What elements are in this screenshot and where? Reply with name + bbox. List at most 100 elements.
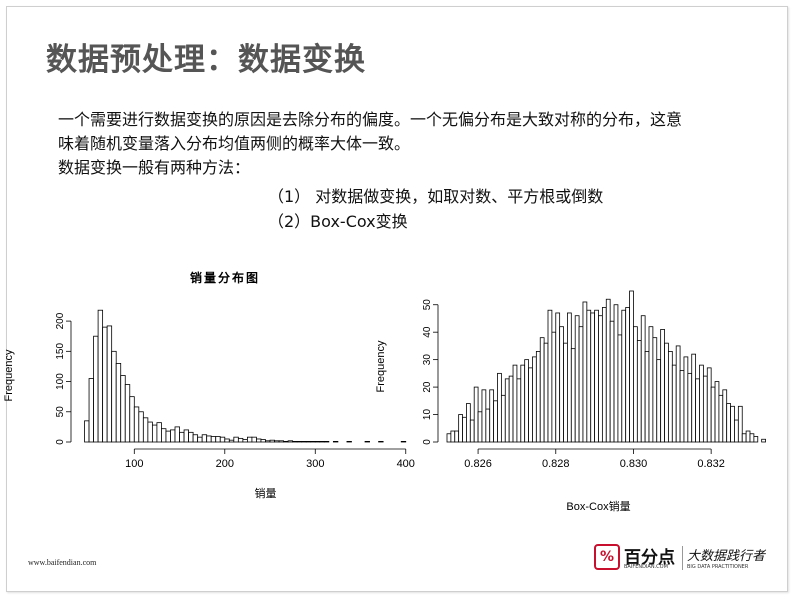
paragraph-line-2: 味着随机变量落入分布均值两侧的概率大体一致。	[58, 134, 411, 153]
histogram-bar	[555, 312, 561, 443]
paragraph-line-3: 数据变换一般有两种方法：	[58, 158, 251, 177]
logo-divider	[682, 546, 683, 570]
histogram-bar	[142, 417, 149, 443]
y-tick-label: 200	[55, 312, 66, 329]
x-tick-label: 0.828	[542, 458, 570, 470]
histogram-bar	[489, 389, 495, 443]
histogram-bar	[528, 367, 533, 443]
histogram-bar	[161, 428, 167, 443]
histogram-bar	[179, 431, 185, 443]
histogram-bar	[512, 364, 518, 443]
histogram-bar	[274, 440, 280, 443]
histogram-bar	[469, 419, 475, 443]
x-tick-label: 0.832	[697, 458, 725, 470]
histogram-bar	[726, 403, 731, 443]
histogram-bar	[629, 290, 634, 443]
histogram-bar	[88, 378, 94, 443]
method-item-2: （2）Box-Cox变换	[268, 212, 408, 231]
histogram-bar	[664, 342, 669, 443]
histogram-bar	[462, 416, 467, 443]
histogram-bar	[675, 345, 681, 443]
histogram-bar	[473, 386, 479, 443]
histogram-bar	[296, 440, 303, 443]
histogram-bar	[699, 364, 704, 443]
histogram-bar	[93, 335, 99, 443]
paragraph-line-1: 一个需要进行数据变换的原因是去除分布的偏度。一个无偏分布是大致对称的分布，这意	[58, 110, 683, 129]
histogram-bar	[633, 326, 638, 443]
histogram-bar	[609, 320, 615, 443]
histogram-bar	[535, 351, 541, 443]
histogram-bar	[532, 356, 537, 443]
slide-frame	[6, 6, 788, 592]
histogram-bar	[111, 350, 117, 443]
histogram-bar	[400, 440, 407, 443]
histogram-bar	[466, 403, 471, 443]
histogram-bar	[710, 386, 716, 443]
x-tick-label: 0.830	[620, 458, 648, 470]
histogram-bar	[147, 421, 153, 443]
histogram-bar	[722, 389, 728, 443]
histogram-bar	[332, 440, 339, 443]
histogram-bar	[292, 440, 298, 443]
histogram-bar	[516, 378, 522, 443]
histogram-bar	[539, 337, 545, 443]
histogram-bar	[737, 405, 743, 443]
histogram-bar	[265, 440, 271, 443]
y-tick-label: 0	[422, 439, 433, 445]
histogram-bar	[741, 433, 747, 443]
sales-histogram: 100 200 300 400 0 50 100 150 200 销量 Frequency 销量分布图	[3, 270, 415, 500]
histogram-bar	[734, 419, 739, 443]
histogram-bar	[197, 436, 203, 443]
histogram-bar	[714, 381, 720, 443]
histogram-bar	[228, 439, 235, 443]
histogram-bar	[574, 315, 580, 443]
histogram-bar	[671, 364, 677, 443]
histogram-bar	[278, 440, 284, 443]
histogram-bar	[206, 435, 212, 443]
histogram-bar	[477, 411, 483, 443]
histogram-bar	[648, 326, 654, 443]
y-tick-label: 50	[55, 406, 66, 418]
y-tick-label: 50	[422, 299, 433, 311]
histogram-bar	[84, 420, 90, 443]
histogram-bar	[524, 359, 529, 443]
y-axis-label: Frequency	[3, 349, 15, 401]
histogram-bar	[305, 440, 312, 443]
y-tick-label: 0	[55, 439, 66, 445]
histogram-bar	[133, 406, 140, 443]
histogram-bar	[446, 433, 452, 443]
histogram-bar	[106, 325, 113, 443]
histogram-bar	[485, 408, 491, 443]
histogram-bar	[319, 440, 325, 443]
y-tick-label: 100	[55, 373, 66, 390]
histogram-bar	[156, 422, 162, 443]
histogram-bar	[621, 309, 627, 443]
y-axis-label: Frequency	[375, 340, 387, 392]
histogram-bar	[124, 384, 131, 443]
histogram-bar	[652, 337, 658, 443]
histogram-bar	[310, 440, 316, 443]
histogram-bar	[170, 429, 176, 443]
histogram-bar	[346, 440, 352, 443]
y-tick-label: 40	[422, 326, 433, 338]
histogram-bar	[695, 378, 700, 443]
histogram-bar	[613, 304, 619, 443]
histogram-bar	[640, 315, 646, 443]
y-tick-label: 30	[422, 354, 433, 366]
histogram-bar	[378, 440, 384, 443]
histogram-bar	[590, 312, 596, 443]
logo-slogan: 大数据践行者	[687, 549, 766, 564]
histogram-bar	[458, 414, 463, 443]
histogram-bar	[269, 439, 275, 443]
histogram-bar	[481, 389, 487, 443]
histogram-bar	[120, 375, 126, 443]
histogram-bar	[761, 438, 766, 443]
histogram-bar	[594, 309, 599, 443]
histogram-bar	[201, 434, 208, 443]
histogram-bar	[617, 334, 623, 443]
histogram-bar	[582, 301, 588, 443]
histogram-bar	[247, 436, 253, 443]
histogram-bar	[454, 430, 460, 443]
boxcox-histogram: 0.826 0.828 0.830 0.832 0 10 20 30 40 50 Box-Cox销量…	[375, 290, 766, 513]
x-tick-label: 0.826	[464, 458, 492, 470]
